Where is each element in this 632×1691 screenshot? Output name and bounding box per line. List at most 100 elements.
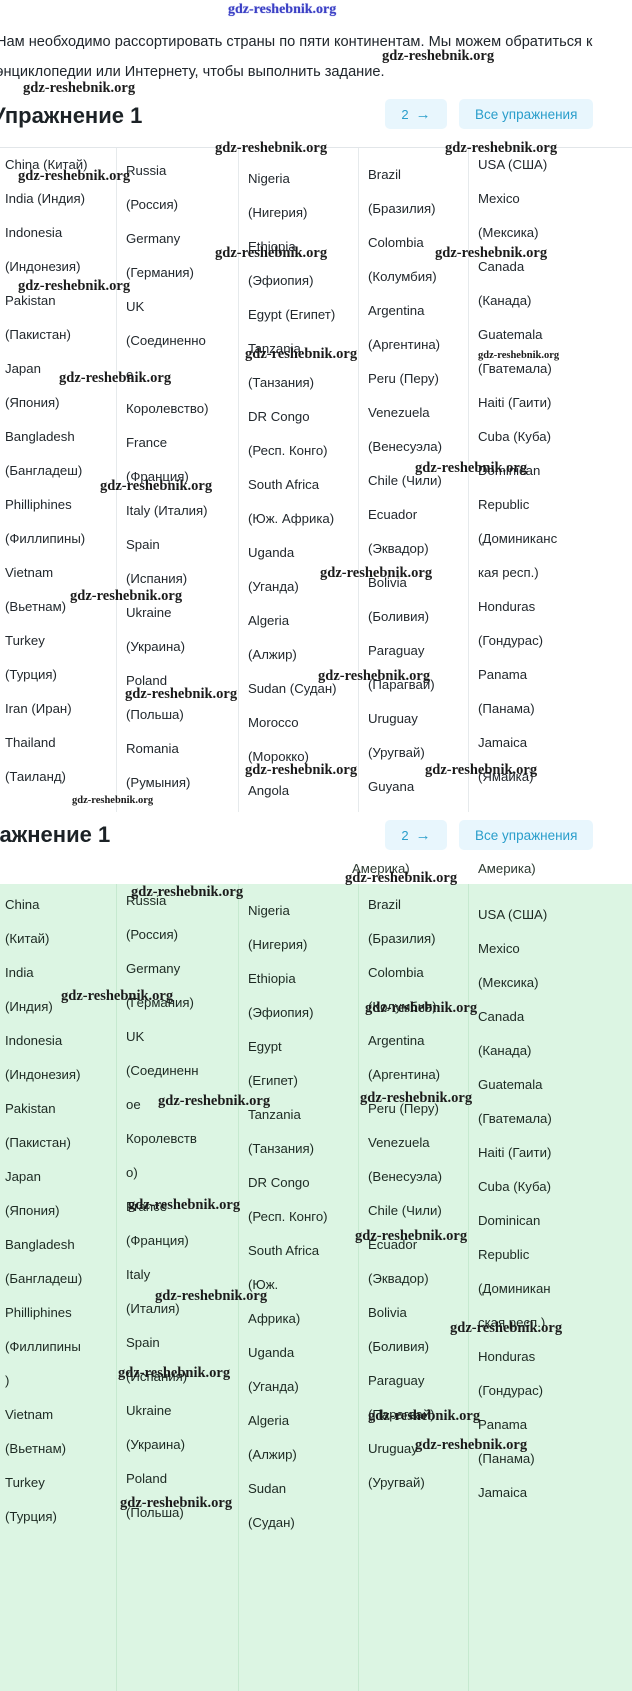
table-cell: UK bbox=[126, 1029, 145, 1044]
table-cell: Haiti (Гаити) bbox=[478, 1145, 552, 1160]
table-cell: Spain bbox=[126, 537, 160, 552]
table-cell: Brazil bbox=[368, 897, 401, 912]
table-cell: France bbox=[126, 1199, 168, 1214]
table-cell: (Украина) bbox=[126, 1437, 185, 1452]
table-cell: Paraguay bbox=[368, 643, 425, 658]
table-cell: ская респ.) bbox=[478, 1315, 546, 1330]
table-cell: (Турция) bbox=[5, 667, 57, 682]
table-cell: (Испания) bbox=[126, 571, 188, 586]
table-cell: (Польша) bbox=[126, 707, 184, 722]
all-exercises-button-2[interactable]: Все упражнения bbox=[459, 820, 594, 850]
page-number-label-2: 2 bbox=[401, 827, 409, 843]
table-cell: (Гватемала) bbox=[478, 361, 552, 376]
table-cell: (Индонезия) bbox=[5, 1067, 81, 1082]
table-cell: Iran (Иран) bbox=[5, 701, 72, 716]
table-cell: Argentina bbox=[368, 303, 425, 318]
table-cell: South Africa bbox=[248, 477, 320, 492]
table-cell: China (Китай) bbox=[5, 157, 88, 172]
table-cell: Bolivia bbox=[368, 1305, 407, 1320]
table-cell: Canada bbox=[478, 259, 525, 274]
table-cell: (Респ. Конго) bbox=[248, 1209, 328, 1224]
table-cell: (Ямайка) bbox=[478, 769, 534, 784]
table-cell: Panama bbox=[478, 667, 528, 682]
table-cell: (Эквадор) bbox=[368, 541, 429, 556]
table-cell: Peru (Перу) bbox=[368, 371, 439, 386]
table-cell: Uruguay bbox=[368, 1441, 418, 1456]
table-cell: Thailand bbox=[5, 735, 56, 750]
table-cell: (Германия) bbox=[126, 265, 194, 280]
table-cell: Canada bbox=[478, 1009, 525, 1024]
table-cell: Philliphines bbox=[5, 1305, 72, 1320]
table-cell: France bbox=[126, 435, 168, 450]
table-cell: Angola bbox=[248, 783, 290, 798]
table-cell: (Гондурас) bbox=[478, 633, 544, 648]
intro-paragraph: Нам необходимо рассортировать страны по … bbox=[0, 34, 593, 80]
table-cell: Japan bbox=[5, 361, 41, 376]
table-cell: Indonesia bbox=[5, 225, 63, 240]
table-cell: Bangladesh bbox=[5, 429, 75, 444]
table-cell: Morocco bbox=[248, 715, 299, 730]
table-cell: Vietnam bbox=[5, 565, 54, 580]
table-cell: Colombia bbox=[368, 965, 424, 980]
table-cell: Королевство) bbox=[126, 401, 209, 416]
table-cell: (Соединенно bbox=[126, 333, 206, 348]
table-cell: (Доминиканс bbox=[478, 531, 558, 546]
table-cell: Italy (Италия) bbox=[126, 503, 208, 518]
table-cell: Guyana bbox=[368, 779, 415, 794]
table-cell: (Испания) bbox=[126, 1369, 188, 1384]
table-cell: (Панама) bbox=[478, 701, 535, 716]
table-cell: Pakistan bbox=[5, 1101, 56, 1116]
exercise-header-bar-1: Упражнение 1 2 → Все упражнения bbox=[0, 97, 632, 139]
table-cell: Uruguay bbox=[368, 711, 418, 726]
table-column: Brazil (Бразилия) Colombia (Колумбия) Argent… bbox=[358, 884, 468, 1691]
table-cell: Chile (Чили) bbox=[368, 1203, 442, 1218]
table-cell-clipped: Америка) bbox=[478, 861, 536, 876]
table-cell: (Аргентина) bbox=[368, 1067, 441, 1082]
table-cell: Egypt bbox=[248, 1039, 282, 1054]
table-cell: (Юж. bbox=[248, 1277, 279, 1292]
table-cell: Dominican bbox=[478, 463, 541, 478]
table-column: Nigeria (Нигерия) Ethiopia (Эфиопия) Egypt (Е… bbox=[238, 884, 358, 1691]
table-cell: о) bbox=[126, 1165, 138, 1180]
table-cell: Brazil bbox=[368, 167, 401, 182]
page-number-label: 2 bbox=[401, 106, 409, 122]
table-cell: Nigeria bbox=[248, 903, 290, 918]
table-cell: Panama bbox=[478, 1417, 528, 1432]
table-cell: Pakistan bbox=[5, 293, 56, 308]
table-cell: (Нигерия) bbox=[248, 937, 308, 952]
table-cell: (Гватемала) bbox=[478, 1111, 552, 1126]
table-cell: Jamaica bbox=[478, 1485, 528, 1500]
next-page-button-2[interactable]: 2 → bbox=[385, 820, 447, 850]
all-exercises-button[interactable]: Все упражнения bbox=[459, 99, 594, 129]
table-cell: (Вьетнам) bbox=[5, 599, 67, 614]
table-cell: Republic bbox=[478, 497, 530, 512]
table-cell: Turkey bbox=[5, 1475, 45, 1490]
table-cell: (Бразилия) bbox=[368, 201, 436, 216]
table-cell: (Румыния) bbox=[126, 775, 191, 790]
table-cell: Peru (Перу) bbox=[368, 1101, 439, 1116]
table-cell: (Таиланд) bbox=[5, 769, 66, 784]
table-column: Nigeria (Нигерия) Ethiopia (Эфиопия) Egypt (… bbox=[238, 148, 358, 819]
table-cell: Venezuela bbox=[368, 1135, 430, 1150]
table-cell: (Мексика) bbox=[478, 225, 539, 240]
table-cell: ое bbox=[126, 1097, 141, 1112]
table-column: USA (США) Mexico (Мексика) Canada (Канада) Gu… bbox=[468, 148, 628, 819]
table-cell: Poland bbox=[126, 1471, 168, 1486]
table-cell: Cuba (Куба) bbox=[478, 429, 551, 444]
next-page-button[interactable]: 2 → bbox=[385, 99, 447, 129]
table-cell: Algeria bbox=[248, 1413, 290, 1428]
table-cell: (Украина) bbox=[126, 639, 185, 654]
table-cell: Romania bbox=[126, 741, 179, 756]
table-cell: (Индия) bbox=[5, 999, 53, 1014]
table-cell: Nigeria bbox=[248, 171, 290, 186]
table-cell: е bbox=[126, 367, 134, 382]
table-column: USA (США) Mexico (Мексика) Canada (Канада) Gu… bbox=[468, 884, 628, 1691]
table-cell: Ukraine bbox=[126, 605, 172, 620]
page-title-2: ражнение 1 bbox=[0, 822, 111, 847]
table-cell: Colombia bbox=[368, 235, 424, 250]
table-cell: China bbox=[5, 897, 40, 912]
table-cell: Vietnam bbox=[5, 1407, 54, 1422]
table-cell: (Уганда) bbox=[248, 579, 299, 594]
table-cell: Uganda bbox=[248, 545, 295, 560]
table-cell: Ecuador bbox=[368, 1237, 418, 1252]
